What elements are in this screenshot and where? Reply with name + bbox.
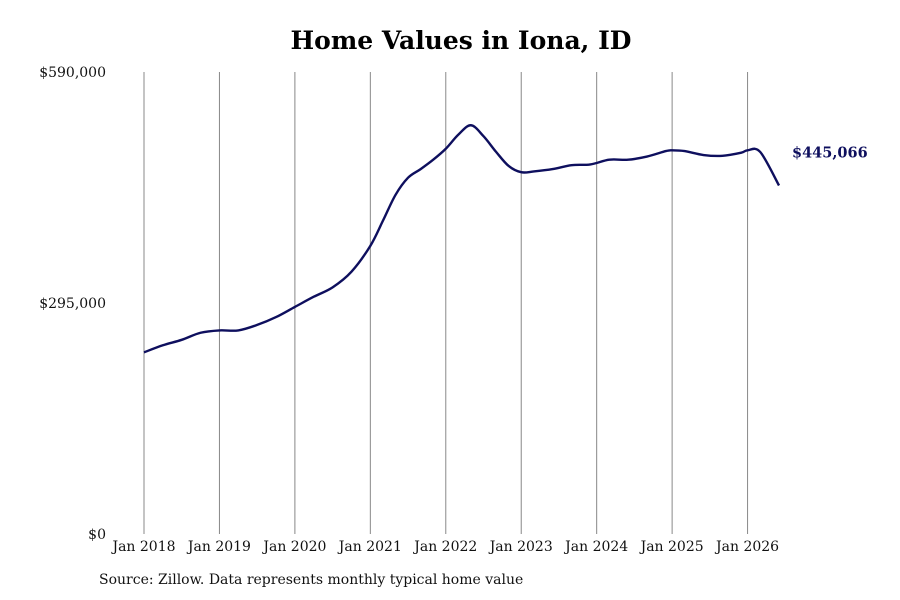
gridlines [143,72,749,534]
x-tick-label: Jan 2026 [714,539,779,555]
x-tick-label: Jan 2018 [110,539,175,555]
end-label-layer: $445,066 [792,145,868,162]
x-tick-label: Jan 2024 [563,539,628,555]
chart-title: Home Values in Iona, ID [290,26,632,55]
x-tick-label: Jan 2019 [186,539,251,555]
x-tick-label: Jan 2022 [412,539,477,555]
source-note: Source: Zillow. Data represents monthly … [99,572,524,588]
x-axis-ticks: Jan 2018 Jan 2019 Jan 2020 Jan 2021 Jan 2022… [110,539,779,555]
x-tick-label: Jan 2025 [639,539,704,555]
series-layer [143,124,781,354]
y-tick-label: $295,000 [39,296,106,312]
series-line-home-value [143,124,781,354]
y-tick-label: $0 [88,527,106,543]
x-tick-label: Jan 2023 [488,539,553,555]
x-tick-label: Jan 2021 [337,539,402,555]
y-tick-label: $590,000 [39,65,106,81]
y-axis-ticks: $0 $295,000 $590,000 [39,65,106,543]
end-value-label: $445,066 [792,145,868,162]
x-tick-label: Jan 2020 [261,539,326,555]
